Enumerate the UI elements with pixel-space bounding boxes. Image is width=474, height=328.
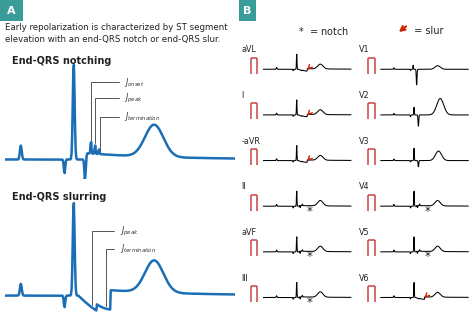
- Text: Schematic figure of early repolarization: Schematic figure of early repolarization: [28, 6, 216, 15]
- Text: $J_{peak}$: $J_{peak}$: [95, 92, 143, 143]
- Text: $J_{termination}$: $J_{termination}$: [100, 110, 161, 151]
- Text: II: II: [242, 182, 246, 192]
- Text: $J_{termination}$: $J_{termination}$: [106, 242, 156, 306]
- Text: V4: V4: [359, 182, 370, 192]
- Text: *: *: [307, 296, 313, 309]
- Text: *: *: [424, 250, 430, 263]
- Text: End-QRS slurring: End-QRS slurring: [12, 193, 106, 202]
- Text: V6: V6: [359, 274, 370, 283]
- Text: *: *: [307, 250, 313, 263]
- Text: aVL: aVL: [242, 46, 256, 54]
- Text: B: B: [243, 6, 252, 16]
- Text: Early repolarization found in an adult male: Early repolarization found in an adult m…: [261, 6, 464, 15]
- Text: *: *: [424, 205, 430, 218]
- Text: V1: V1: [359, 46, 370, 54]
- Text: End-QRS notching: End-QRS notching: [12, 56, 111, 66]
- Text: I: I: [242, 91, 244, 100]
- Text: $J_{onset}$: $J_{onset}$: [91, 76, 145, 140]
- Text: aVF: aVF: [242, 228, 256, 237]
- Text: $*$  = notch: $*$ = notch: [298, 25, 349, 37]
- FancyBboxPatch shape: [239, 0, 256, 21]
- Text: $J_{peak}$: $J_{peak}$: [92, 225, 138, 305]
- Text: A: A: [8, 6, 16, 16]
- Text: III: III: [242, 274, 248, 283]
- Text: -aVR: -aVR: [242, 137, 261, 146]
- Text: = slur: = slur: [410, 26, 443, 36]
- Text: V3: V3: [359, 137, 370, 146]
- Text: Early repolarization is characterized by ST segment
elevation with an end-QRS no: Early repolarization is characterized by…: [5, 23, 228, 44]
- Text: V5: V5: [359, 228, 370, 237]
- Text: V2: V2: [359, 91, 370, 100]
- FancyBboxPatch shape: [0, 0, 23, 21]
- Text: *: *: [307, 205, 313, 218]
